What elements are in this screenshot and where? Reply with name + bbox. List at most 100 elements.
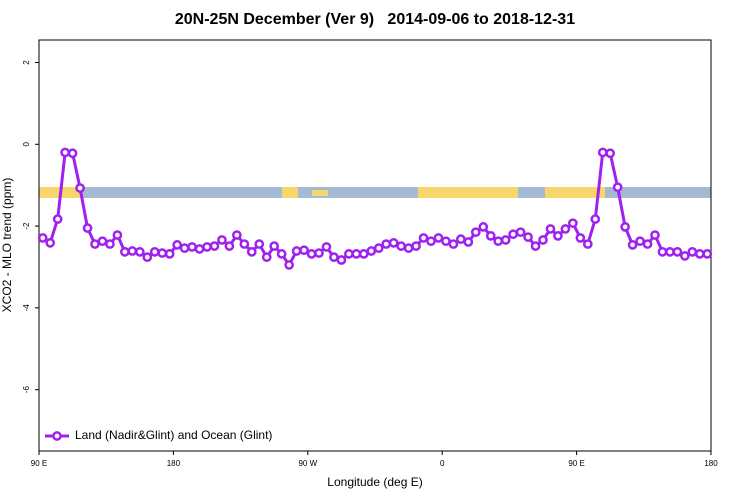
point <box>694 249 705 259</box>
point <box>314 248 324 258</box>
point <box>515 227 526 238</box>
y-tick-label: -2 <box>22 222 31 230</box>
point <box>672 246 683 257</box>
y-tick-label: -6 <box>22 386 31 394</box>
x-tick-label: 90 E <box>568 459 584 468</box>
y-tick-label: -4 <box>22 304 31 312</box>
legend-label: Land (Nadir&Glint) and Ocean (Glint) <box>75 428 272 442</box>
point <box>202 242 212 252</box>
point <box>665 246 675 257</box>
point <box>568 218 578 229</box>
point <box>269 241 280 251</box>
point <box>545 224 556 234</box>
point <box>612 182 623 193</box>
x-tick-label: 90 W <box>298 459 317 468</box>
point <box>37 233 48 243</box>
point <box>291 246 302 256</box>
point <box>351 249 362 259</box>
point <box>67 148 78 159</box>
point <box>254 239 265 249</box>
land-patch <box>282 187 298 198</box>
point <box>470 227 481 238</box>
point <box>456 234 466 245</box>
land-patch <box>545 187 605 198</box>
point <box>358 249 369 259</box>
point <box>396 241 406 251</box>
y-axis-label: XCO2 - MLO trend (ppm) <box>0 178 14 313</box>
point <box>276 249 287 259</box>
point <box>149 246 160 257</box>
point <box>418 233 429 243</box>
point <box>45 237 56 248</box>
point <box>620 222 630 232</box>
point <box>261 252 272 263</box>
point <box>90 239 100 249</box>
point <box>426 236 436 247</box>
point <box>627 240 638 250</box>
point <box>485 231 496 241</box>
point <box>575 233 586 243</box>
point <box>105 239 115 249</box>
point <box>657 246 668 257</box>
y-tick-label: 2 <box>22 60 31 65</box>
point <box>478 222 489 232</box>
land-patch <box>312 190 328 196</box>
point <box>388 237 399 248</box>
point <box>329 252 339 263</box>
point <box>590 214 601 224</box>
point <box>650 230 660 240</box>
point <box>403 243 414 254</box>
ocean-band <box>39 187 711 198</box>
point <box>441 236 451 247</box>
point <box>493 236 504 247</box>
point <box>82 223 93 233</box>
x-tick-label: 90 E <box>31 459 47 468</box>
chart-title: 20N-25N December (Ver 9) 2014-09-06 to 2… <box>175 11 575 28</box>
point <box>209 241 220 251</box>
point <box>687 246 698 257</box>
point <box>635 236 645 247</box>
point <box>142 252 153 263</box>
point <box>433 233 444 243</box>
point <box>239 239 250 249</box>
point <box>284 260 294 270</box>
point <box>232 230 242 240</box>
point <box>299 245 309 256</box>
point <box>134 246 145 257</box>
legend-marker <box>52 431 62 441</box>
point <box>508 229 518 240</box>
point <box>538 235 548 245</box>
point <box>523 232 533 242</box>
point <box>127 246 138 256</box>
point <box>157 248 168 258</box>
point <box>306 249 317 259</box>
point <box>112 230 123 240</box>
x-axis-label: Longitude (deg E) <box>327 475 422 489</box>
point <box>463 237 474 247</box>
point <box>194 244 205 254</box>
point <box>366 246 377 256</box>
point <box>75 183 85 193</box>
point <box>344 249 354 259</box>
point <box>680 251 690 261</box>
point <box>60 147 70 158</box>
point <box>164 249 175 259</box>
point <box>597 147 608 158</box>
land-patch <box>418 187 518 198</box>
point <box>321 242 332 252</box>
point <box>224 241 235 251</box>
point <box>702 249 713 259</box>
point <box>373 243 384 254</box>
x-tick-label: 180 <box>704 459 718 468</box>
point <box>642 239 653 249</box>
y-tick-label: 0 <box>22 142 31 147</box>
point <box>187 242 197 252</box>
point <box>605 148 616 159</box>
point <box>448 239 459 249</box>
land-ocean-strip <box>39 187 711 198</box>
point <box>172 240 182 250</box>
point <box>411 241 421 251</box>
point <box>582 239 593 249</box>
point <box>336 255 347 265</box>
